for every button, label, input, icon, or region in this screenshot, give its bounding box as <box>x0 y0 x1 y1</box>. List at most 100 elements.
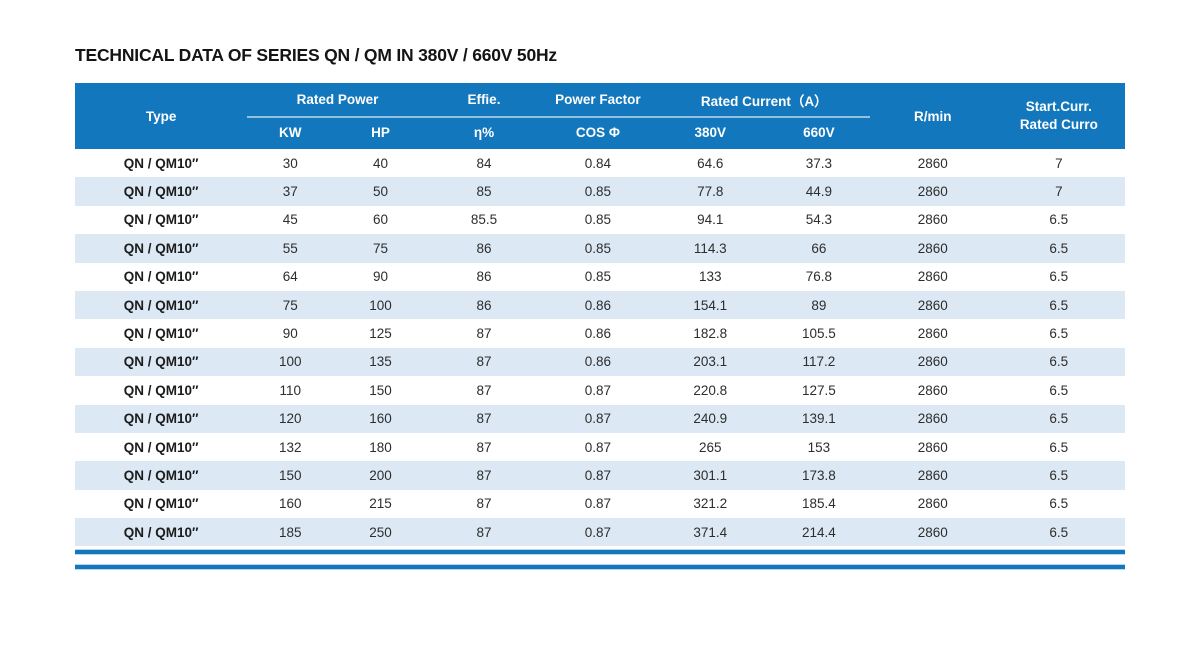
cell-hp: 50 <box>373 184 389 200</box>
table-row: QN / QM10″ 45 60 85.5 0.85 94.1 54.3 286… <box>75 205 1125 235</box>
cell-rpm: 2860 <box>917 297 948 313</box>
cell-type: QN / QM10″ <box>123 496 199 512</box>
cell-current-380v: 301.1 <box>693 467 728 483</box>
cell-kw: 120 <box>278 411 302 427</box>
cell-eta-percent: 85.5 <box>470 212 498 228</box>
cell-current-380v: 64.6 <box>697 155 724 171</box>
cell-rpm: 2860 <box>917 155 948 171</box>
header-cos-phi: COS Φ <box>575 125 620 140</box>
cell-rpm: 2860 <box>917 496 948 512</box>
header-eta-percent: η% <box>473 125 495 140</box>
cell-current-660v: 139.1 <box>801 411 836 427</box>
cell-rpm: 2860 <box>917 240 948 256</box>
header-power-factor: Power Factor <box>555 92 641 107</box>
table-body: QN / QM10″ 30 40 84 0.84 64.6 37.3 2860 … <box>75 149 1125 547</box>
cell-hp: 40 <box>373 155 389 171</box>
cell-hp: 75 <box>373 240 389 256</box>
cell-type: QN / QM10″ <box>123 326 199 342</box>
cell-current-380v: 220.8 <box>693 382 728 398</box>
cell-cos-phi: 0.85 <box>584 269 612 285</box>
cell-cos-phi: 0.84 <box>584 155 612 171</box>
cell-current-660v: 44.9 <box>805 184 833 200</box>
cell-eta-percent: 86 <box>476 240 492 256</box>
cell-current-660v: 153 <box>807 439 831 455</box>
cell-hp: 215 <box>369 496 392 512</box>
cell-cos-phi: 0.86 <box>584 354 612 370</box>
cell-type: QN / QM10″ <box>123 155 199 171</box>
cell-hp: 135 <box>369 354 392 370</box>
cell-current-380v: 203.1 <box>693 354 728 370</box>
table-header: Type Rated Power KW HP Effie. η% Power F… <box>75 83 1125 149</box>
cell-start-current: 6.5 <box>1049 411 1069 427</box>
cell-rpm: 2860 <box>917 184 948 200</box>
table-row: QN / QM10″ 185 250 87 0.87 371.4 214.4 2… <box>75 518 1125 547</box>
table-row: QN / QM10″ 37 50 85 0.85 77.8 44.9 2860 … <box>75 177 1125 206</box>
header-rated-current: Rated Current（A） <box>700 93 828 109</box>
cell-current-380v: 114.3 <box>693 240 727 256</box>
cell-current-380v: 94.1 <box>697 212 724 228</box>
table-row: QN / QM10″ 120 160 87 0.87 240.9 139.1 2… <box>75 404 1125 433</box>
cell-type: QN / QM10″ <box>123 382 199 398</box>
header-type: Type <box>145 108 177 124</box>
header-380v: 380V <box>694 125 726 140</box>
cell-current-380v: 77.8 <box>697 184 724 200</box>
table-row: QN / QM10″ 100 135 87 0.86 203.1 117.2 2… <box>75 347 1125 377</box>
cell-current-660v: 214.4 <box>801 524 836 540</box>
cell-eta-percent: 86 <box>476 269 492 285</box>
cell-type: QN / QM10″ <box>123 184 199 200</box>
cell-hp: 90 <box>373 269 389 285</box>
cell-kw: 64 <box>282 269 298 285</box>
header-efficiency: Effie. <box>467 92 501 107</box>
cell-cos-phi: 0.87 <box>584 439 612 455</box>
cell-current-660v: 89 <box>811 297 827 313</box>
cell-type: QN / QM10″ <box>123 439 199 455</box>
cell-eta-percent: 85 <box>476 184 492 200</box>
cell-rpm: 2860 <box>917 524 948 540</box>
cell-type: QN / QM10″ <box>123 240 199 256</box>
table-row: QN / QM10″ 64 90 86 0.85 133 76.8 2860 6… <box>75 262 1125 291</box>
cell-kw: 37 <box>282 184 298 200</box>
cell-hp: 125 <box>369 326 392 342</box>
cell-current-660v: 185.4 <box>801 496 836 512</box>
table-row: QN / QM10″ 75 100 86 0.86 154.1 89 2860 … <box>75 290 1125 320</box>
header-start-current: Start.Curr. Rated Curro <box>993 83 1125 149</box>
cell-eta-percent: 87 <box>476 439 492 455</box>
cell-start-current: 6.5 <box>1049 212 1069 228</box>
cell-type: QN / QM10″ <box>123 524 199 540</box>
cell-current-380v: 371.4 <box>693 524 728 540</box>
cell-kw: 45 <box>282 212 298 228</box>
table-row: QN / QM10″ 30 40 84 0.84 64.6 37.3 2860 … <box>75 149 1125 178</box>
table-row: QN / QM10″ 132 180 87 0.87 265 153 2860 … <box>75 432 1125 462</box>
header-rpm: R/min <box>914 108 952 124</box>
cell-start-current: 7 <box>1055 155 1063 171</box>
header-rated-power: Rated Power <box>296 92 379 107</box>
cell-cos-phi: 0.86 <box>584 326 612 342</box>
cell-eta-percent: 87 <box>476 354 492 370</box>
cell-current-660v: 127.5 <box>801 382 836 398</box>
cell-type: QN / QM10″ <box>123 467 199 483</box>
bottom-accent-line-1 <box>75 550 1125 554</box>
cell-start-current: 6.5 <box>1049 354 1069 370</box>
cell-cos-phi: 0.87 <box>584 382 612 398</box>
cell-eta-percent: 84 <box>476 155 492 171</box>
cell-hp: 200 <box>369 467 392 483</box>
cell-kw: 160 <box>278 496 302 512</box>
cell-type: QN / QM10″ <box>123 411 199 427</box>
cell-current-380v: 133 <box>698 269 722 285</box>
cell-kw: 55 <box>282 240 298 256</box>
cell-rpm: 2860 <box>917 212 948 228</box>
cell-start-current: 6.5 <box>1049 240 1069 256</box>
cell-start-current: 6.5 <box>1049 467 1069 483</box>
cell-current-660v: 37.3 <box>805 155 833 171</box>
cell-kw: 75 <box>282 297 298 313</box>
cell-current-660v: 105.5 <box>801 326 836 342</box>
cell-hp: 100 <box>369 297 392 313</box>
cell-type: QN / QM10″ <box>123 297 199 313</box>
header-divider-line <box>247 116 870 118</box>
cell-hp: 180 <box>369 439 392 455</box>
cell-hp: 60 <box>373 212 389 228</box>
cell-start-current: 6.5 <box>1049 269 1069 285</box>
table-row: QN / QM10″ 160 215 87 0.87 321.2 185.4 2… <box>75 489 1125 519</box>
cell-eta-percent: 87 <box>476 524 492 540</box>
header-kw: KW <box>278 125 302 140</box>
